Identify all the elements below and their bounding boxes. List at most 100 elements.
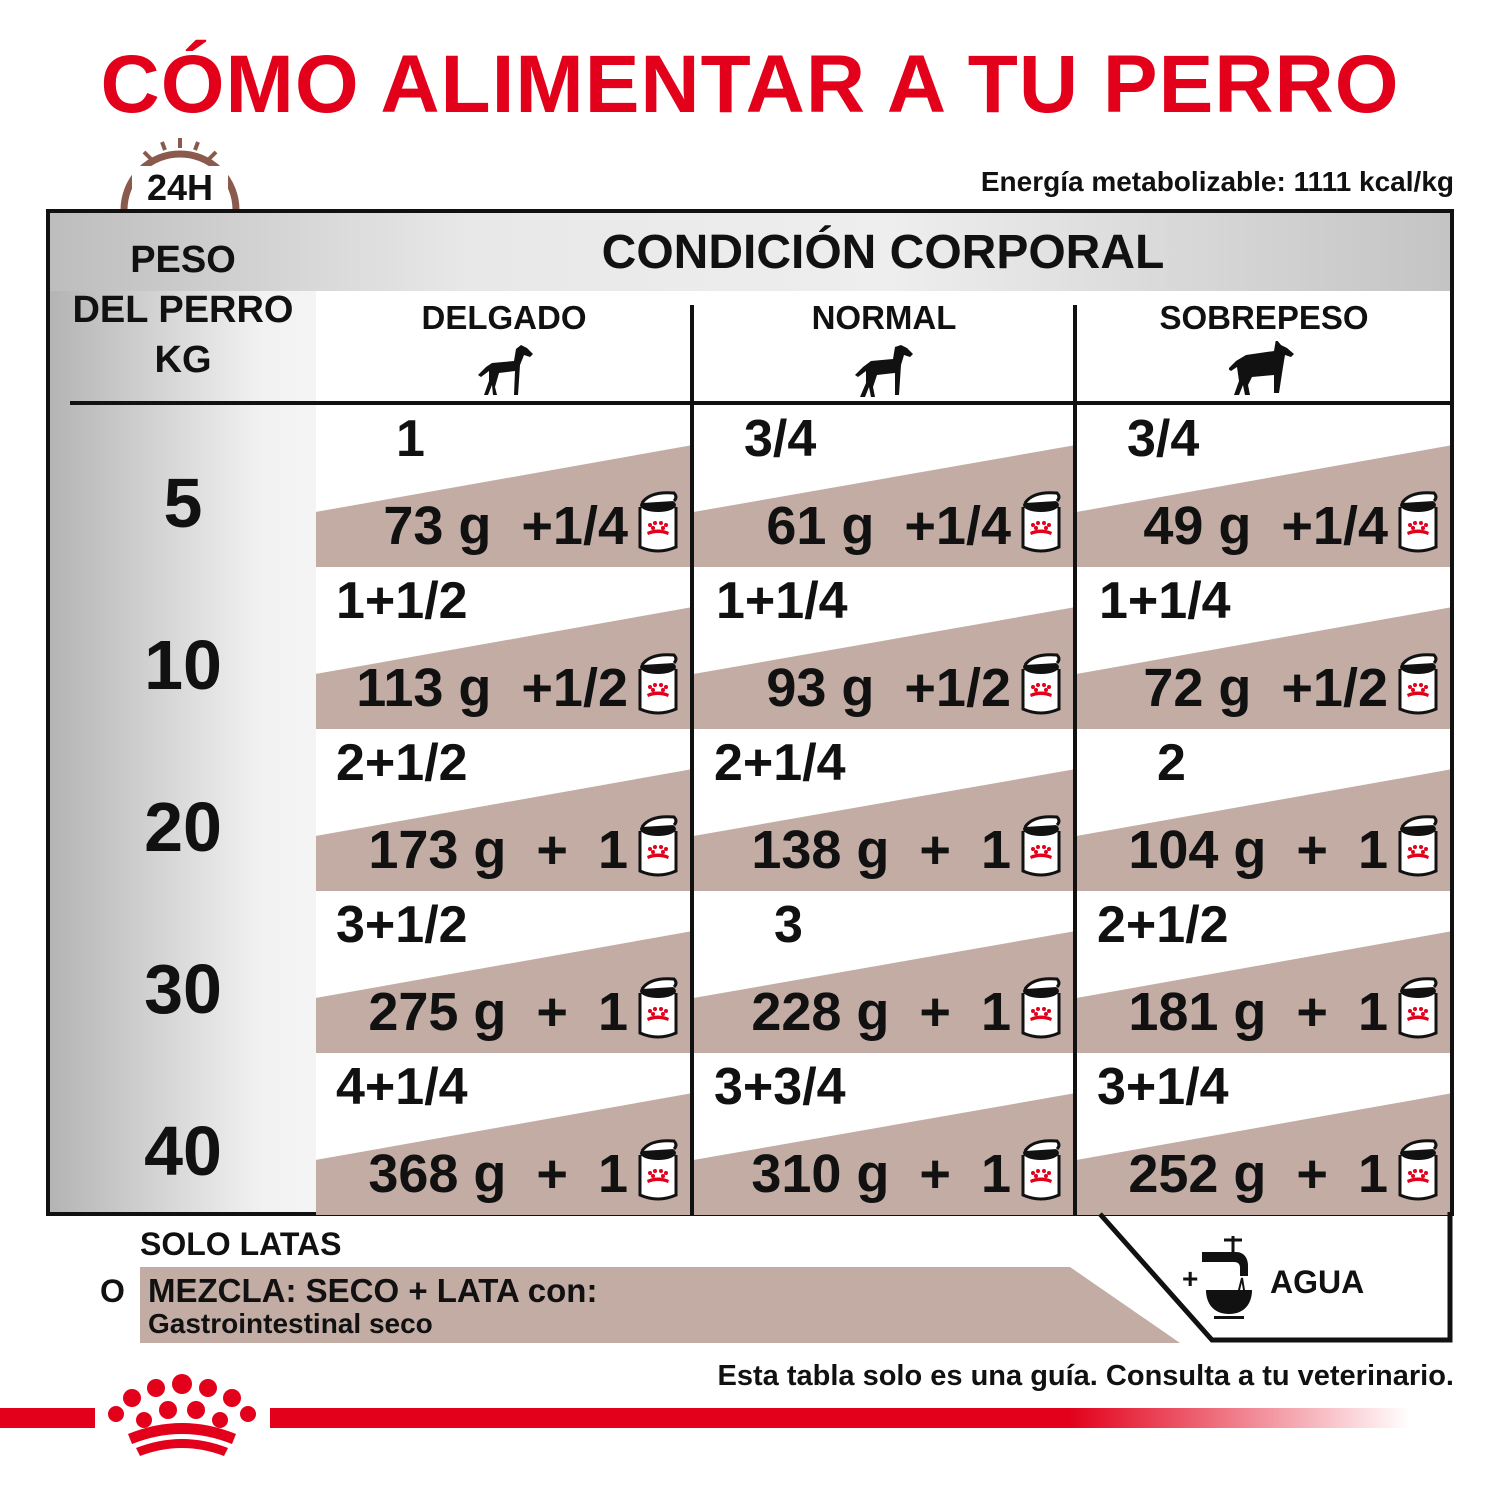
dry-grams-plus-cans: 368 g + 1 [368, 1144, 628, 1204]
dry-grams-plus-cans: 252 g + 1 [1128, 1144, 1388, 1204]
weight-header-line: KG [154, 339, 212, 381]
wet-food-can-icon [636, 489, 680, 560]
dry-kibble-cups: 4+1/4 [336, 1058, 468, 1116]
dry-grams-plus-cans: 173 g + 1 [368, 820, 628, 880]
column-label: NORMAL [811, 299, 957, 336]
clock-24h-icon: 24H [118, 128, 242, 217]
table-cell: 2 104 g + 1 [1077, 729, 1450, 891]
header-divider [70, 401, 1450, 405]
dry-grams-plus-cans: 113 g +1/2 [356, 658, 628, 718]
wet-food-can-icon [636, 813, 680, 884]
dry-grams-plus-cans: 275 g + 1 [368, 982, 628, 1042]
wet-food-can-icon [1019, 651, 1063, 722]
wet-food-can-icon [1019, 489, 1063, 560]
table-cell: 3 228 g + 1 [694, 891, 1073, 1053]
dry-kibble-cups: 3+3/4 [714, 1058, 846, 1116]
dry-grams-plus-cans: 104 g + 1 [1128, 820, 1388, 880]
wet-food-can-icon [636, 1137, 680, 1208]
dry-grams-plus-cans: 73 g +1/4 [383, 496, 628, 556]
dog-normal-icon [855, 345, 913, 397]
dry-kibble-cups: 2 [1157, 734, 1186, 792]
table-cell: 2+1/2 181 g + 1 [1077, 891, 1450, 1053]
dry-kibble-cups: 1+1/2 [336, 572, 468, 630]
dry-grams-plus-cans: 181 g + 1 [1128, 982, 1388, 1042]
table-cell: 1 73 g +1/4 [316, 405, 690, 567]
dry-grams-plus-cans: 61 g +1/4 [766, 496, 1011, 556]
legend-mix: MEZCLA: SECO + LATA con: [148, 1272, 598, 1309]
weight-kg: 30 [144, 950, 222, 1028]
dry-kibble-cups: 2+1/2 [336, 734, 468, 792]
wet-food-can-icon [636, 975, 680, 1046]
legend-mix-product: Gastrointestinal seco [148, 1308, 433, 1339]
energy-value: Energía metabolizable: 1111 kcal/kg [980, 166, 1454, 197]
weight-header-line: DEL PERRO [72, 289, 294, 331]
wet-food-can-icon [1396, 1137, 1440, 1208]
table-cell: 4+1/4 368 g + 1 [316, 1053, 690, 1215]
dry-kibble-cups: 2+1/4 [714, 734, 846, 792]
weight-kg: 10 [144, 626, 222, 704]
table-cell: 2+1/2 173 g + 1 [316, 729, 690, 891]
weight-kg: 40 [144, 1112, 222, 1190]
dry-kibble-cups: 1+1/4 [716, 572, 848, 630]
weight-kg: 5 [163, 464, 203, 542]
wet-food-can-icon [1396, 489, 1440, 560]
condition-header: CONDICIÓN CORPORAL [601, 226, 1165, 279]
dry-kibble-cups: 1 [396, 410, 425, 468]
legend-mix-band [140, 1267, 1180, 1343]
wet-food-can-icon [1396, 651, 1440, 722]
legend-solo-latas: SOLO LATAS [140, 1226, 342, 1262]
feeding-table: PESO DEL PERRO KG CONDICIÓN CORPORAL DEL… [46, 209, 1454, 1216]
column-header-normal: NORMAL [696, 291, 1072, 403]
column-label: SOBREPESO [1159, 299, 1369, 336]
dry-kibble-cups: 3 [774, 896, 803, 954]
dry-kibble-cups: 3/4 [1127, 410, 1200, 468]
svg-text:24H: 24H [147, 167, 213, 208]
legend-water: AGUA [1270, 1264, 1365, 1300]
wet-food-can-icon [1019, 1137, 1063, 1208]
dry-kibble-cups: 3+1/4 [1097, 1058, 1229, 1116]
dry-grams-plus-cans: 228 g + 1 [751, 982, 1011, 1042]
wet-food-can-icon [636, 651, 680, 722]
legend-or: O [100, 1273, 125, 1309]
table-cell: 3+3/4 310 g + 1 [694, 1053, 1073, 1215]
royal-canin-crown-logo [108, 1374, 256, 1456]
svg-text:+: + [1182, 1263, 1198, 1294]
wet-food-can-icon [1396, 975, 1440, 1046]
brand-line [270, 1408, 1410, 1428]
table-cell: 2+1/4 138 g + 1 [694, 729, 1073, 891]
table-cell: 3+1/2 275 g + 1 [316, 891, 690, 1053]
table-cell: 3+1/4 252 g + 1 [1077, 1053, 1450, 1215]
table-cell: 1+1/4 93 g +1/2 [694, 567, 1073, 729]
dry-grams-plus-cans: 49 g +1/4 [1143, 496, 1388, 556]
water-box: + [1098, 1212, 1453, 1343]
dry-grams-plus-cans: 93 g +1/2 [766, 658, 1011, 718]
weight-header: PESO DEL PERRO KG [50, 235, 316, 385]
column-header-delgado: DELGADO [316, 291, 692, 403]
column-divider [690, 305, 694, 1212]
page-title: CÓMO ALIMENTAR A TU PERRO [100, 39, 1400, 130]
disclaimer: Esta tabla solo es una guía. Consulta a … [717, 1360, 1454, 1392]
dry-grams-plus-cans: 138 g + 1 [751, 820, 1011, 880]
dog-overweight-icon [1228, 339, 1294, 395]
condition-header-band [50, 213, 1450, 291]
table-cell: 1+1/4 72 g +1/2 [1077, 567, 1450, 729]
column-divider [1073, 305, 1077, 1212]
wet-food-can-icon [1019, 975, 1063, 1046]
weight-column-bg [50, 213, 316, 1212]
brand-line [0, 1408, 95, 1428]
dry-grams-plus-cans: 310 g + 1 [751, 1144, 1011, 1204]
column-header-sobrepeso: SOBREPESO [1078, 291, 1450, 403]
dry-kibble-cups: 3+1/2 [336, 896, 468, 954]
dry-grams-plus-cans: 72 g +1/2 [1143, 658, 1388, 718]
table-cell: 1+1/2 113 g +1/2 [316, 567, 690, 729]
wet-food-can-icon [1019, 813, 1063, 884]
table-cell: 3/4 49 g +1/4 [1077, 405, 1450, 567]
water-tap-bowl-icon [1202, 1236, 1252, 1319]
weight-header-line: PESO [130, 239, 236, 281]
wet-food-can-icon [1396, 813, 1440, 884]
dry-kibble-cups: 3/4 [744, 410, 817, 468]
weight-kg: 20 [144, 788, 222, 866]
column-label: DELGADO [421, 299, 587, 336]
dry-kibble-cups: 1+1/4 [1099, 572, 1231, 630]
dry-kibble-cups: 2+1/2 [1097, 896, 1229, 954]
